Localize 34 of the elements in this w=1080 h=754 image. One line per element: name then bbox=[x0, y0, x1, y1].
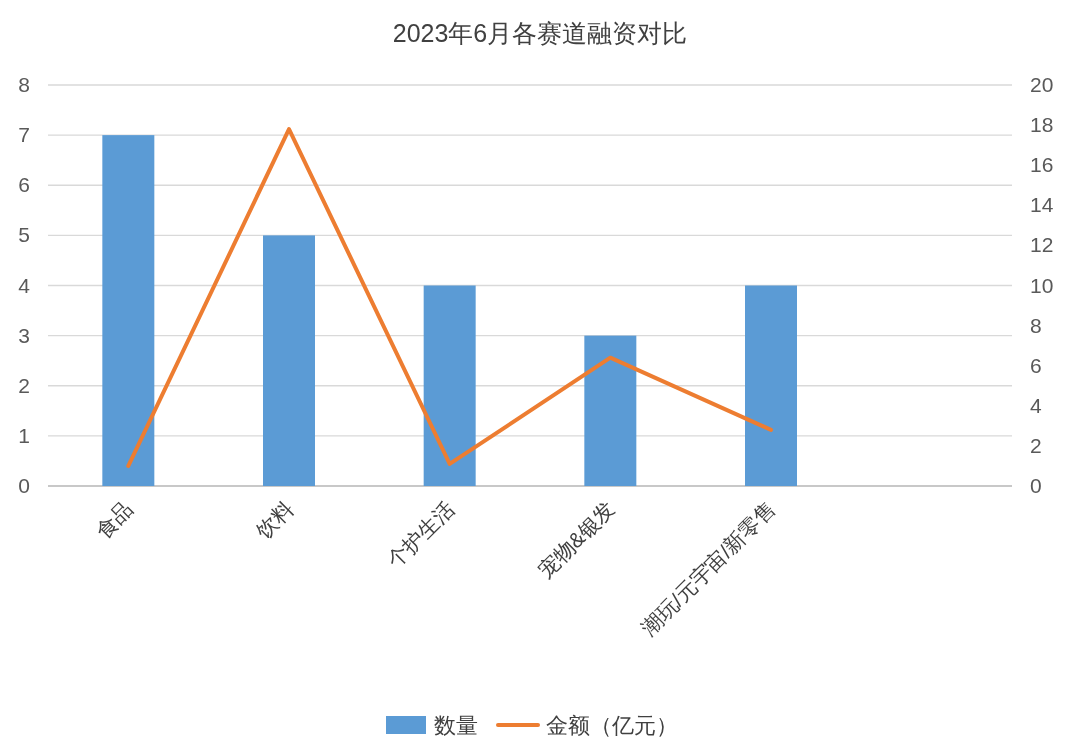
y2-tick-label: 18 bbox=[1030, 113, 1054, 137]
legend-label: 数量 bbox=[434, 713, 478, 738]
x-tick-label: 饮料 bbox=[251, 496, 298, 544]
legend-label: 金额（亿元） bbox=[546, 713, 678, 738]
y2-tick-label: 12 bbox=[1030, 233, 1054, 257]
chart-title: 2023年6月各赛道融资对比 bbox=[392, 19, 688, 47]
y-tick-label: 8 bbox=[18, 73, 30, 96]
y-tick-label: 4 bbox=[18, 273, 31, 297]
y2-tick-label: 6 bbox=[1030, 353, 1042, 377]
bar bbox=[263, 235, 315, 486]
y-tick-label: 5 bbox=[18, 223, 30, 247]
y-tick-label: 6 bbox=[18, 173, 30, 197]
y2-tick-label: 0 bbox=[1030, 474, 1042, 497]
bar bbox=[102, 135, 155, 486]
y-tick-label: 3 bbox=[18, 323, 30, 347]
x-tick-label: 个护生活 bbox=[382, 496, 459, 573]
y2-tick-label: 20 bbox=[1030, 73, 1054, 96]
y2-tick-label: 2 bbox=[1030, 433, 1042, 457]
y-tick-label: 1 bbox=[18, 423, 30, 447]
y2-tick-label: 4 bbox=[1030, 393, 1042, 417]
y2-tick-label: 10 bbox=[1030, 273, 1054, 297]
x-tick-label: 宠物&银发 bbox=[533, 496, 620, 583]
y-tick-label: 0 bbox=[18, 474, 30, 497]
bar bbox=[584, 335, 637, 486]
x-tick-label: 食品 bbox=[91, 496, 138, 543]
y2-tick-label: 16 bbox=[1030, 153, 1054, 177]
bar bbox=[423, 285, 476, 486]
y2-tick-label: 8 bbox=[1030, 313, 1042, 337]
bar bbox=[745, 285, 797, 486]
y-tick-label: 2 bbox=[18, 373, 30, 397]
y2-tick-label: 14 bbox=[1030, 193, 1054, 217]
x-tick-label: 潮玩/元宇宙/新零售 bbox=[636, 496, 780, 640]
y-tick-label: 7 bbox=[18, 123, 30, 147]
line-series bbox=[126, 127, 773, 468]
